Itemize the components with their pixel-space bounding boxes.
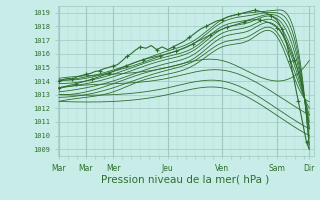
X-axis label: Pression niveau de la mer( hPa ): Pression niveau de la mer( hPa ) bbox=[101, 174, 270, 184]
